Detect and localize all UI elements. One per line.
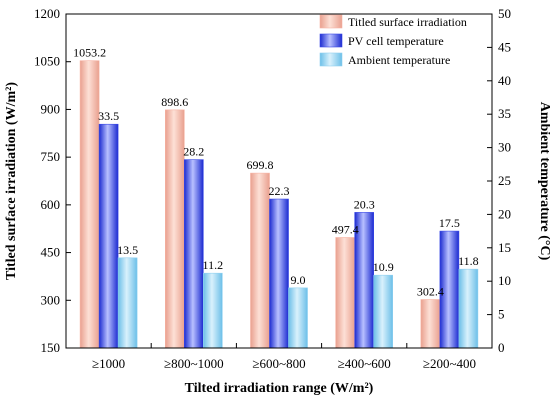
x-axis-title: Tilted irradiation range (W/m²) xyxy=(185,381,374,396)
right-tick-label: 0 xyxy=(498,340,505,355)
right-tick-label: 10 xyxy=(498,273,511,288)
data-label: 898.6 xyxy=(161,95,188,109)
legend-label: PV cell temperature xyxy=(348,34,444,48)
data-labels-layer: 1053.2 898.6 699.8 497.4 302.4 33.5 28.2 22.3 20… xyxy=(73,46,479,299)
bars-layer xyxy=(79,60,479,349)
data-label: 1053.2 xyxy=(73,46,106,60)
legend-swatch xyxy=(319,33,343,48)
right-tick-label: 30 xyxy=(498,140,511,155)
right-tick-label: 15 xyxy=(498,240,511,255)
legend: Titled surface irradiation PV cell temper… xyxy=(319,14,467,67)
left-tick-label: 750 xyxy=(41,149,61,164)
data-label: 10.9 xyxy=(373,260,394,274)
left-tick-label: 300 xyxy=(41,292,61,307)
right-tick-label: 35 xyxy=(498,106,511,121)
right-tick-label: 40 xyxy=(498,73,511,88)
left-y-axis-title: Titled surface irradiation (W/m²) xyxy=(4,82,19,280)
legend-label: Ambient temperature xyxy=(348,53,450,67)
bar-titled-surface-irradiation-1 xyxy=(165,109,185,349)
right-tick-label: 45 xyxy=(498,39,511,54)
data-label: 33.5 xyxy=(98,109,119,123)
data-label: 11.2 xyxy=(203,258,224,272)
data-label: 302.4 xyxy=(417,285,444,299)
category-axis-ticks: ≥1000 ≥800~1000 ≥600~800 ≥400~600 ≥200~400 xyxy=(92,343,476,371)
right-axis-ticks: 0 5 10 15 20 25 30 35 40 45 50 xyxy=(487,6,511,355)
bar-titled-surface-irradiation-2 xyxy=(250,172,270,349)
bar-titled-surface-irradiation-4 xyxy=(420,299,441,349)
category-label: ≥400~600 xyxy=(338,356,391,371)
right-tick-label: 20 xyxy=(498,206,511,221)
bar-ambient-temperature-2 xyxy=(288,287,308,349)
category-label: ≥200~400 xyxy=(423,356,476,371)
data-label: 497.4 xyxy=(332,222,359,236)
right-y-axis-title: Ambient temperature (°C) xyxy=(537,102,550,261)
bar-ambient-temperature-1 xyxy=(203,272,223,349)
category-label: ≥1000 xyxy=(92,356,125,371)
bar-pv-cell-temperature-0 xyxy=(98,123,119,349)
bar-pv-cell-temperature-2 xyxy=(269,198,289,349)
bar-titled-surface-irradiation-3 xyxy=(335,237,356,349)
bar-titled-surface-irradiation-0 xyxy=(79,60,100,349)
data-label: 17.5 xyxy=(439,216,460,230)
left-tick-label: 150 xyxy=(41,340,61,355)
legend-swatch xyxy=(319,14,343,29)
data-label: 11.8 xyxy=(458,254,479,268)
bar-ambient-temperature-4 xyxy=(458,268,479,349)
bar-ambient-temperature-3 xyxy=(373,274,394,349)
bar-ambient-temperature-0 xyxy=(117,257,138,349)
bar-pv-cell-temperature-1 xyxy=(184,159,204,349)
category-label: ≥800~1000 xyxy=(164,356,224,371)
left-tick-label: 600 xyxy=(41,197,61,212)
left-axis-ticks: 150 300 450 600 750 900 1050 1200 xyxy=(34,6,71,355)
data-label: 9.0 xyxy=(291,273,306,287)
data-label: 28.2 xyxy=(183,145,204,159)
legend-swatch xyxy=(319,52,343,67)
left-tick-label: 450 xyxy=(41,245,61,260)
left-tick-label: 900 xyxy=(41,101,61,116)
left-tick-label: 1200 xyxy=(34,6,60,21)
right-tick-label: 50 xyxy=(498,6,511,21)
legend-label: Titled surface irradiation xyxy=(348,15,467,29)
data-label: 699.8 xyxy=(247,158,274,172)
right-tick-label: 5 xyxy=(498,307,505,322)
data-label: 20.3 xyxy=(354,197,375,211)
data-label: 22.3 xyxy=(269,184,290,198)
right-tick-label: 25 xyxy=(498,173,511,188)
category-label: ≥600~800 xyxy=(252,356,305,371)
data-label: 13.5 xyxy=(117,243,138,257)
left-tick-label: 1050 xyxy=(34,54,60,69)
